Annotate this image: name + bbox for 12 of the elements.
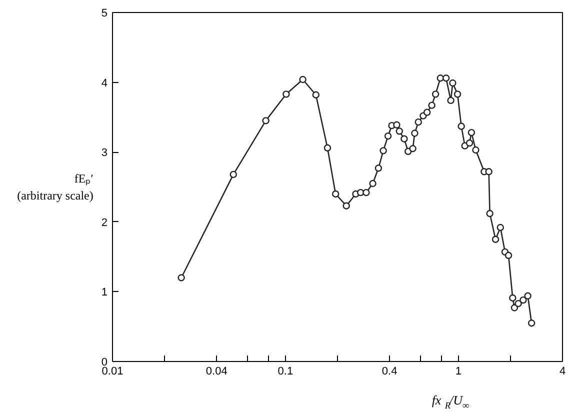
x-tick-label: 0.01 [102,366,124,378]
y-tick-label: 3 [101,147,108,160]
x-tick-label: 0.04 [206,366,228,378]
x-tick-label: 1 [455,366,462,378]
x-tick-label: 0.4 [382,366,398,378]
y-tick-label: 1 [101,286,108,299]
x-tick-label: 0.1 [278,366,294,378]
y-tick-label: 4 [101,77,108,90]
y-axis-title: fEₚ′ (arbitrary scale) [17,172,94,202]
y-tick-label: 2 [101,216,108,229]
x-tick-label: 4 [559,366,566,378]
y-tick-label: 5 [101,8,108,20]
